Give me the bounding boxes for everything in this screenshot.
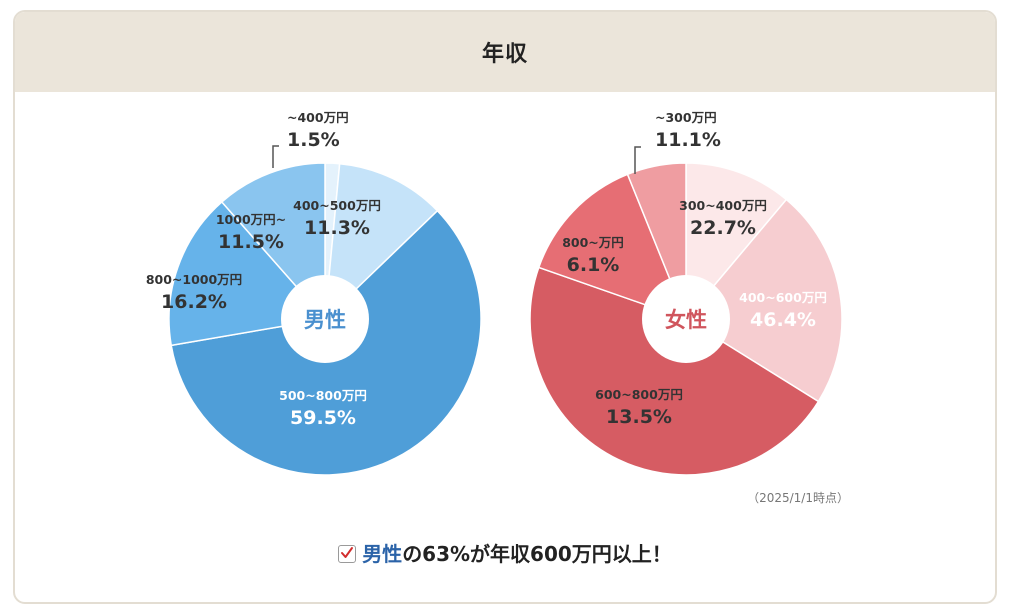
- slice-value-label: 59.5%: [290, 407, 356, 429]
- pie-chart-1: 男性 ~400万円 1.5% 400~500万円 11.3% 500~800万円 59.5%…: [146, 110, 482, 476]
- pie-slice: [537, 173, 688, 321]
- slice-value-label: 6.1%: [567, 254, 620, 276]
- slice-value-label: 13.5%: [606, 406, 672, 428]
- slice-category-label: 800~1000万円: [146, 272, 242, 287]
- slice-value-label: 46.4%: [750, 309, 816, 331]
- pie-slice: [529, 266, 820, 476]
- slice-category-label: ~400万円: [287, 110, 349, 125]
- slice-value-label: 11.5%: [218, 231, 284, 253]
- conclusion-text: の63%が年収600万円以上！: [402, 542, 672, 566]
- slice-value-label: 1.5%: [287, 129, 340, 151]
- slice-value-label: 11.1%: [655, 129, 721, 151]
- slice-category-label: ~300万円: [655, 110, 717, 125]
- income-card: 年収 男性 ~400万円 1.5% 400~500万円 11.3% 500~800万円 59…: [13, 10, 997, 604]
- pie-slice: [684, 198, 843, 403]
- card-title: 年収: [481, 42, 528, 67]
- slice-category-label: 600~800万円: [595, 387, 683, 402]
- slice-category-label: 400~600万円: [739, 290, 827, 305]
- callout-line: [272, 145, 279, 168]
- pie-slice: [324, 162, 439, 321]
- pie-center: [642, 275, 730, 363]
- pie-chart-2: 女性 ~300万円 11.1% 300~400万円 22.7% 400~600万円 46.4…: [529, 110, 843, 476]
- callout-line: [634, 146, 641, 174]
- pie-center-label: 女性: [665, 308, 707, 332]
- conclusion: 男性の63%が年収600万円以上！: [15, 538, 995, 567]
- slice-value-label: 16.2%: [161, 291, 227, 313]
- pie-slice: [220, 162, 326, 321]
- card-header: 年収: [15, 12, 995, 92]
- pie-slice: [685, 162, 788, 322]
- slice-category-label: 800~万円: [562, 235, 624, 250]
- pie-center-label: 男性: [304, 308, 346, 332]
- slice-value-label: 11.3%: [304, 217, 370, 239]
- conclusion-highlight: 男性: [362, 542, 403, 566]
- date-note: （2025/1/1時点）: [747, 491, 849, 505]
- checkbox-icon: [338, 545, 357, 563]
- slice-category-label: 400~500万円: [293, 198, 381, 213]
- slice-category-label: 500~800万円: [279, 388, 367, 403]
- pie-charts: 男性 ~400万円 1.5% 400~500万円 11.3% 500~800万円 59.5%…: [146, 110, 843, 476]
- slice-value-label: 22.7%: [690, 217, 756, 239]
- slice-category-label: 300~400万円: [679, 198, 767, 213]
- pie-center: [281, 275, 369, 363]
- slice-category-label: 1000万円~: [216, 212, 286, 227]
